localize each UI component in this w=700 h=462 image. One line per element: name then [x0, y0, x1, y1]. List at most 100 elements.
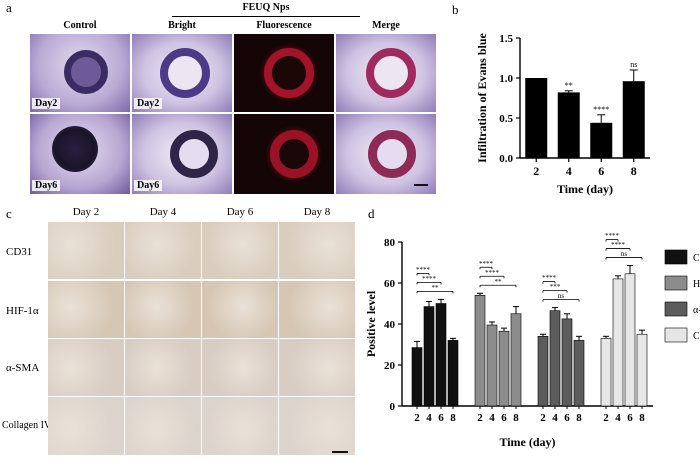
control-day2-image: Day2 [30, 34, 130, 112]
legend-swatch-3 [664, 327, 688, 343]
row-label-hif1a: HIF-1α [6, 305, 39, 317]
bar [622, 81, 645, 158]
panel-c-letter: c [6, 206, 12, 221]
ihc-tile [279, 339, 355, 396]
row-label-cd31: CD31 [6, 246, 33, 258]
bar-1 [474, 295, 486, 407]
ihc-tile [279, 222, 355, 279]
significance-label: ** [565, 81, 573, 90]
ihc-tile [202, 222, 278, 279]
panel-b-letter: b [452, 2, 459, 17]
control-day6-image: Day6 [30, 114, 130, 194]
ihc-tile [125, 339, 201, 396]
x-tick-label: 6 [627, 412, 633, 424]
tissue-ring [264, 48, 314, 98]
legend-label-2: α-SMA [693, 305, 700, 316]
y-tick-label: 0 [390, 401, 396, 413]
bar [590, 122, 613, 158]
y-axis-label: Infiltration of Evans blue [475, 32, 489, 162]
chart-b: b 0.0 0.5 1.0 1.5 2 4 ** 6 **** 8 ns Time (day) Infi… [452, 2, 650, 196]
bar-2 [561, 318, 573, 407]
x-tick-label: 8 [631, 164, 637, 178]
significance-label: ** [495, 278, 503, 286]
ihc-tile [125, 281, 201, 338]
x-tick-label: 2 [414, 412, 420, 424]
legend-label-1: HIF-1α [693, 279, 700, 290]
col-label-day8: Day 8 [303, 206, 331, 218]
significance-label: **** [416, 266, 431, 274]
bar-1 [510, 313, 522, 407]
col-label-control: Control [63, 20, 97, 31]
x-tick-label: 4 [489, 412, 495, 424]
y-tick-label: 1.0 [499, 73, 513, 85]
col-label-bright: Bright [168, 20, 196, 31]
x-tick-label: 6 [598, 164, 604, 178]
bar-3 [624, 273, 636, 407]
significance-label: **** [479, 260, 494, 268]
bar-1 [498, 330, 510, 407]
bar [557, 92, 580, 158]
significance-label: **** [485, 269, 500, 277]
tissue-ring [270, 130, 318, 178]
legend-swatch-2 [664, 301, 688, 317]
ihc-tile [202, 281, 278, 338]
bar-1 [486, 324, 498, 407]
col-label-day4: Day 4 [149, 206, 177, 218]
fluorescence-day2-image [234, 34, 334, 112]
legend-label-0: CD31 [693, 253, 700, 264]
significance-label: ns [558, 292, 565, 300]
significance-label: **** [611, 241, 626, 249]
y-tick-label: 0.0 [499, 153, 513, 165]
significance-label: **** [542, 274, 557, 282]
tissue-ring [170, 130, 218, 178]
scale-bar [414, 184, 428, 186]
y-tick-label: 1.5 [499, 33, 513, 45]
bar-3 [636, 333, 648, 407]
y-tick-label: 40 [384, 319, 396, 331]
x-tick-label: 6 [564, 412, 570, 424]
col-label-day2: Day 2 [72, 206, 100, 218]
ihc-tile [48, 281, 124, 338]
x-tick-label: 6 [501, 412, 507, 424]
ihc-tile [48, 397, 124, 455]
bar-3 [600, 338, 612, 407]
row-label-collagen-iv: Collagen IV [2, 420, 52, 431]
x-axis-label: Time (day) [499, 435, 555, 449]
x-axis-label: Time (day) [557, 182, 613, 196]
y-tick-label: 20 [384, 360, 396, 372]
bar [525, 78, 548, 158]
y-tick-label: 0.5 [499, 113, 513, 125]
y-tick-label: 60 [384, 278, 396, 290]
tissue-ring [366, 48, 416, 98]
x-tick-label: 2 [603, 412, 609, 424]
ihc-tile [279, 281, 355, 338]
significance-label: ** [432, 284, 440, 292]
bright-day2-image: Day2 [132, 34, 232, 112]
fluorescence-day6-image [234, 114, 334, 194]
x-tick-label: 8 [576, 412, 582, 424]
x-tick-label: 4 [552, 412, 558, 424]
legend-swatch-1 [664, 275, 688, 291]
tissue-ring [368, 130, 416, 178]
significance-label: *** [550, 283, 561, 291]
bar-0 [411, 347, 423, 407]
day-label: Day6 [32, 180, 61, 191]
panel-a-letter: a [6, 0, 12, 15]
x-tick-label: 8 [450, 412, 456, 424]
x-tick-label: 2 [477, 412, 483, 424]
x-tick-label: 6 [438, 412, 444, 424]
day-label: Day2 [32, 98, 61, 109]
day-label: Day2 [134, 98, 163, 109]
bar-2 [549, 310, 561, 407]
ihc-tile [48, 222, 124, 279]
bar-0 [447, 340, 459, 407]
merge-day6-image [336, 114, 436, 194]
significance-label: **** [605, 232, 620, 240]
x-tick-label: 2 [540, 412, 546, 424]
feuq-group-line [172, 16, 360, 17]
scale-bar [332, 451, 348, 453]
x-tick-label: 4 [615, 412, 621, 424]
y-tick-label: 80 [384, 237, 396, 249]
tissue-ring [64, 50, 108, 94]
